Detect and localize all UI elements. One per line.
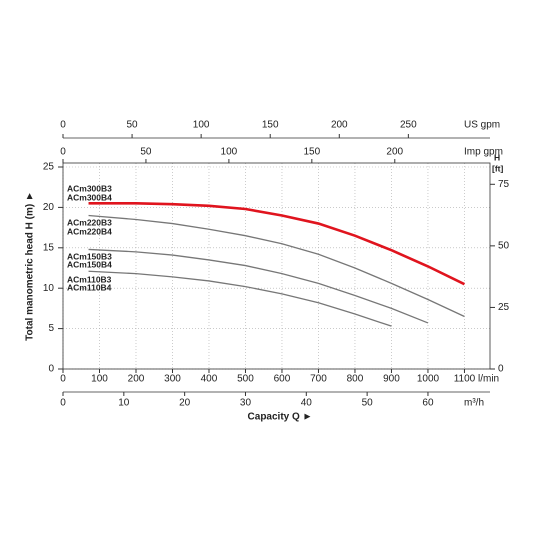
x-unit: l/min	[478, 374, 499, 385]
x-tick-label: 600	[274, 374, 291, 385]
pump-curve	[88, 248, 429, 324]
axis-tick-label: 50	[140, 147, 152, 158]
y2-unit: [ft]	[492, 163, 503, 173]
y2-tick-label: 75	[498, 179, 510, 190]
axis-tick-label: 10	[118, 398, 130, 409]
x-tick-label: 300	[164, 374, 181, 385]
axis-tick-label: 0	[60, 398, 66, 409]
axis-tick-label: 50	[127, 120, 139, 131]
curve-label: ACm150B3	[67, 251, 112, 261]
axis-tick-label: 150	[303, 147, 320, 158]
y-tick-label: 15	[43, 242, 55, 253]
x-tick-label: 0	[60, 374, 66, 385]
pump-curve	[88, 270, 392, 327]
y-tick-label: 5	[48, 323, 54, 334]
axis-tick-label: 50	[362, 398, 374, 409]
axis-tick-label: 200	[331, 120, 348, 131]
axis-tick-label: 60	[422, 398, 434, 409]
axis-tick-label: 0	[60, 147, 66, 158]
x-tick-label: 1100	[454, 374, 476, 385]
y-axis-title: Total manometric head H (m) ►	[25, 191, 36, 341]
x-tick-label: 100	[91, 374, 108, 385]
y-tick-label: 0	[48, 364, 54, 375]
curve-label: ACm300B4	[67, 192, 112, 202]
axis-tick-label: 0	[60, 120, 66, 131]
x-tick-label: 200	[128, 374, 145, 385]
y2-tick-label: 50	[498, 240, 510, 251]
curve-label: ACm110B3	[67, 274, 112, 284]
y2-label: H	[494, 152, 500, 162]
x-tick-label: 900	[383, 374, 400, 385]
curve-label: ACm300B3	[67, 183, 112, 193]
pump-curve	[88, 214, 465, 318]
x-tick-label: 1000	[417, 374, 440, 385]
curve-label: ACm220B3	[67, 217, 112, 227]
y-tick-label: 20	[43, 202, 55, 213]
x-axis-title: Capacity Q ►	[248, 412, 313, 423]
axis-tick-label: 100	[221, 147, 238, 158]
axis-tick-label: 30	[240, 398, 252, 409]
x-tick-label: 800	[347, 374, 364, 385]
curve-label: ACm150B4	[67, 259, 112, 269]
x-tick-label: 700	[310, 374, 327, 385]
axis-tick-label: 250	[400, 120, 417, 131]
plot-frame	[62, 162, 491, 370]
axis-unit: US gpm	[464, 120, 500, 131]
axis-unit: m³/h	[464, 398, 484, 409]
axis-tick-label: 200	[386, 147, 403, 158]
y2-tick-label: 25	[498, 302, 510, 313]
pump-curve	[88, 202, 466, 286]
y-tick-label: 25	[43, 162, 55, 173]
axis-tick-label: 100	[193, 120, 210, 131]
x-tick-label: 500	[237, 374, 254, 385]
axis-tick-label: 40	[301, 398, 313, 409]
y2-tick-label: 0	[498, 364, 504, 375]
y-tick-label: 10	[43, 283, 55, 294]
axis-tick-label: 150	[262, 120, 279, 131]
x-tick-label: 400	[201, 374, 218, 385]
axis-unit: Imp gpm	[464, 147, 503, 158]
curve-label: ACm110B4	[67, 282, 112, 292]
axis-tick-label: 20	[179, 398, 191, 409]
curve-label: ACm220B4	[67, 226, 112, 236]
